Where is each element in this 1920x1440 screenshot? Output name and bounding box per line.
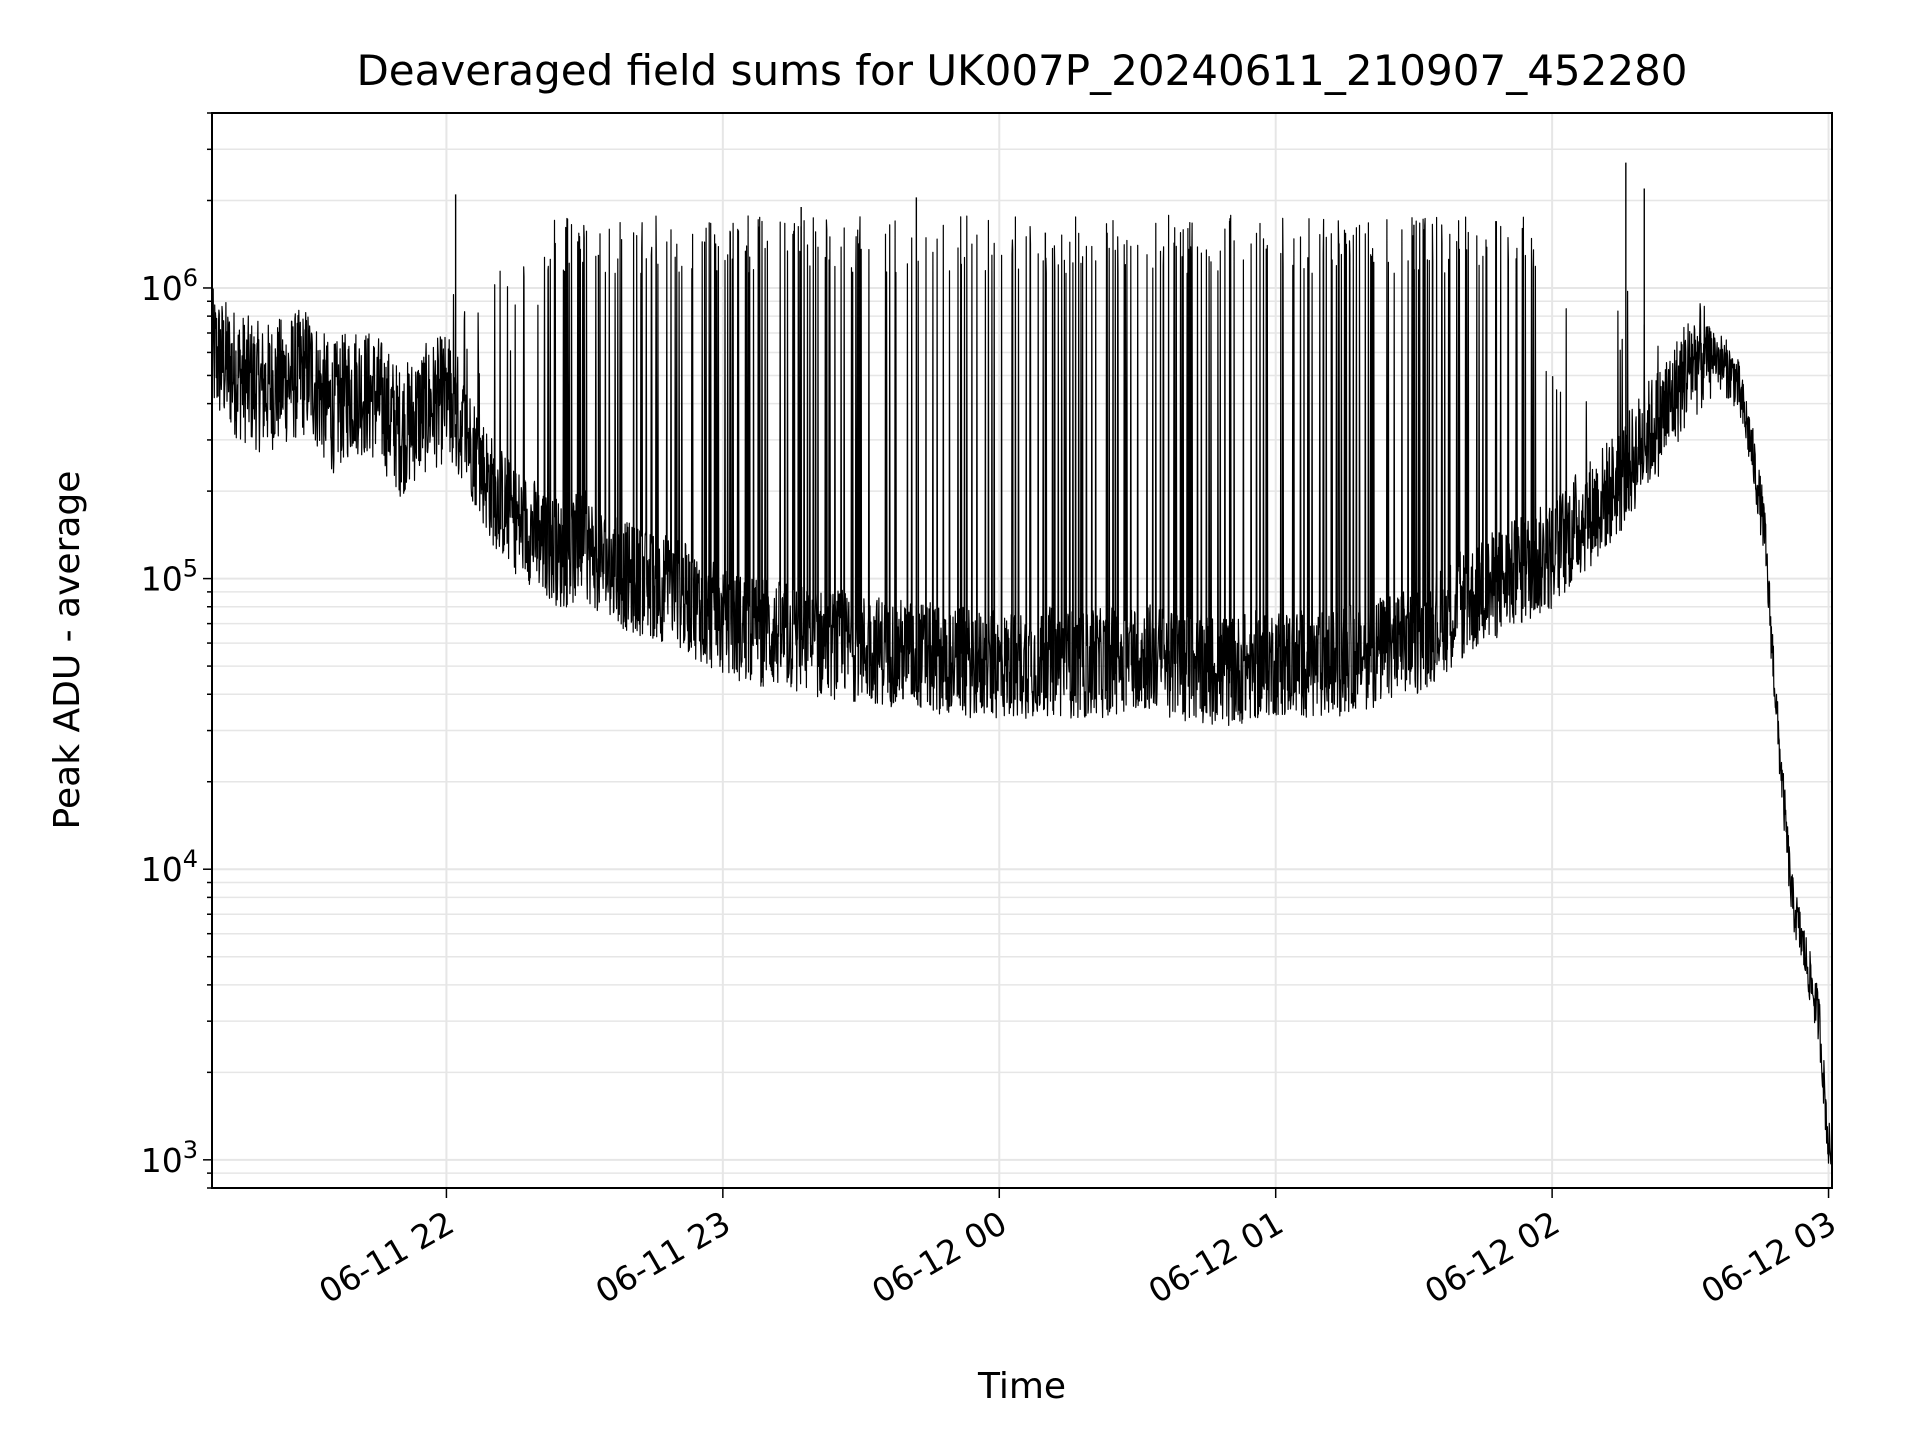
y-tick-label: 104: [141, 845, 198, 889]
x-axis-label: Time: [977, 1366, 1066, 1407]
y-tick-exponent: 6: [183, 264, 198, 292]
y-tick-label: 103: [141, 1136, 198, 1180]
chart-title: Deaveraged field sums for UK007P_2024061…: [356, 46, 1687, 95]
y-tick-label: 105: [141, 555, 198, 599]
series-line: [211, 214, 1833, 1165]
y-tick-label: 106: [141, 264, 198, 308]
y-tick-exponent: 5: [183, 555, 198, 583]
plot-frame: [211, 112, 1833, 1189]
y-tick-base: 10: [141, 269, 183, 308]
y-tick-base: 10: [141, 850, 183, 889]
grid: [212, 112, 1832, 1189]
y-tick-base: 10: [141, 560, 183, 599]
plot-area: [211, 162, 1833, 1165]
y-tick-base: 10: [141, 1141, 183, 1180]
y-tick-exponent: 4: [183, 845, 198, 873]
y-tick-exponent: 3: [183, 1136, 198, 1164]
y-axis-label: Peak ADU - average: [47, 471, 88, 830]
